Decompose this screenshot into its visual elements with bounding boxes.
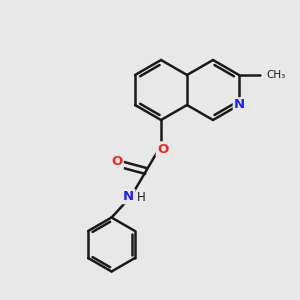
Text: N: N <box>234 98 245 112</box>
Text: O: O <box>157 142 168 156</box>
Text: N: N <box>123 190 134 203</box>
Text: CH₃: CH₃ <box>267 70 286 80</box>
Text: H: H <box>137 191 146 205</box>
Text: O: O <box>111 155 123 169</box>
